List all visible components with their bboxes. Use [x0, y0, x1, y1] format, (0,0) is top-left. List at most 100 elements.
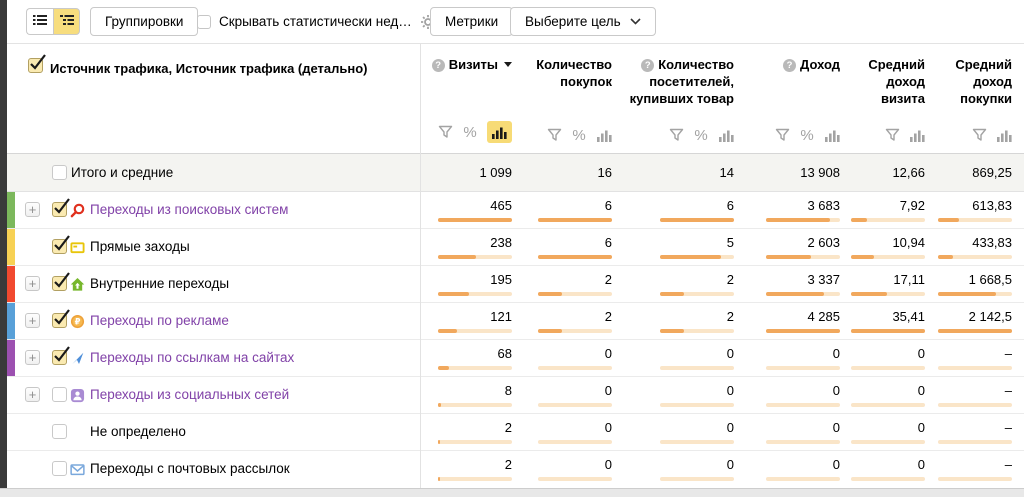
cell-bar-track	[851, 366, 925, 370]
column-header-3[interactable]: ? Доход	[750, 56, 840, 73]
cell-value: 2	[504, 457, 512, 472]
cell-bar-fill	[938, 218, 959, 222]
cell-value: 7,92	[899, 198, 925, 213]
cell-value: 3 337	[807, 272, 840, 287]
cell-value: 0	[604, 457, 612, 472]
bars-filter-icon[interactable]	[824, 127, 840, 143]
funnel-filter-icon[interactable]	[546, 127, 562, 143]
cell-value: 0	[604, 346, 612, 361]
bars-filter-icon[interactable]	[996, 127, 1012, 143]
funnel-filter-icon[interactable]	[971, 127, 987, 143]
column-header-4[interactable]: Средний доход визита	[853, 56, 925, 107]
row-color-stripe	[7, 340, 15, 376]
internal-icon	[70, 277, 85, 292]
hide-insignificant-checkbox[interactable]: Скрывать статистически нед…	[197, 0, 436, 43]
funnel-filter-icon[interactable]	[437, 124, 453, 140]
help-icon[interactable]: ?	[783, 59, 797, 72]
checkbox-box[interactable]	[197, 14, 211, 29]
table-row: Прямые заходы 238 6 5 2 603 10,94 433,83	[0, 229, 1024, 266]
bars-filter-icon[interactable]	[596, 127, 612, 143]
totals-value: 13 908	[800, 165, 840, 180]
funnel-filter-icon[interactable]	[668, 127, 684, 143]
row-label[interactable]: Переходы из социальных сетей	[90, 387, 290, 402]
row-checkbox[interactable]	[52, 309, 70, 328]
totals-checkbox[interactable]	[52, 165, 67, 180]
tree-view-icon	[59, 13, 74, 30]
cell-value: 465	[490, 198, 512, 213]
svg-text:₽: ₽	[75, 317, 81, 327]
cell-value: 0	[832, 383, 840, 398]
percent-filter-icon[interactable]: %	[800, 126, 814, 144]
totals-label: Итого и средние	[71, 165, 174, 180]
tree-view-button[interactable]	[53, 8, 80, 35]
select-all-checkbox[interactable]	[28, 54, 46, 73]
cell-value: 0	[604, 383, 612, 398]
help-icon[interactable]: ?	[641, 59, 655, 72]
row-checkbox[interactable]	[52, 235, 70, 254]
cell-value: 2	[726, 309, 734, 324]
expand-row-button[interactable]: +	[25, 350, 40, 365]
cell-bar-track	[851, 329, 925, 333]
funnel-filter-icon[interactable]	[774, 127, 790, 143]
metrics-button-label: Метрики	[445, 14, 499, 29]
cell-bar-track	[938, 329, 1012, 333]
funnel-filter-icon[interactable]	[884, 127, 900, 143]
table-body: + Переходы из поисковых систем 465 6 6 3 683 7…	[0, 192, 1024, 488]
mail-icon	[70, 462, 85, 477]
cell-value: –	[1004, 457, 1012, 472]
cell-value: 35,41	[892, 309, 925, 324]
cell-bar-fill	[438, 477, 440, 481]
cell-value: 6	[726, 198, 734, 213]
percent-filter-icon[interactable]: %	[463, 123, 477, 141]
cell-bar-track	[538, 218, 612, 222]
cell-bar-fill	[660, 292, 684, 296]
column-header-0[interactable]: ? Визиты	[422, 56, 512, 73]
row-color-stripe	[7, 192, 15, 228]
cell-bar-fill	[438, 218, 512, 222]
column-filters-0: %	[392, 121, 512, 143]
percent-filter-icon[interactable]: %	[572, 126, 586, 144]
row-checkbox[interactable]	[52, 424, 67, 439]
cell-bar-track	[766, 403, 840, 407]
bars-filter-icon[interactable]	[487, 121, 512, 143]
column-label: Средний доход визита	[868, 57, 925, 106]
list-view-button[interactable]	[26, 8, 53, 35]
row-checkbox[interactable]	[52, 198, 70, 217]
row-label[interactable]: Переходы по рекламе	[90, 313, 229, 328]
row-label[interactable]: Переходы из поисковых систем	[90, 202, 289, 217]
cell-bar-track	[660, 477, 734, 481]
cell-bar-fill	[766, 329, 840, 333]
column-header-5[interactable]: Средний доход покупки	[940, 56, 1012, 107]
groupings-button[interactable]: Группировки	[90, 7, 199, 36]
metrics-button[interactable]: Метрики	[430, 7, 514, 36]
expand-row-button[interactable]: +	[25, 387, 40, 402]
cell-bar-track	[538, 366, 612, 370]
expand-row-button[interactable]: +	[25, 202, 40, 217]
cell-value: 0	[917, 346, 925, 361]
cell-bar-fill	[766, 218, 830, 222]
expand-row-button[interactable]: +	[25, 313, 40, 328]
cell-value: 17,11	[893, 272, 925, 287]
goal-select[interactable]: Выберите цель	[510, 7, 656, 36]
cell-bar-track	[851, 218, 925, 222]
expand-row-button[interactable]: +	[25, 276, 40, 291]
bars-filter-icon[interactable]	[718, 127, 734, 143]
row-checkbox[interactable]	[52, 272, 70, 291]
cell-bar-track	[851, 292, 925, 296]
column-header-1[interactable]: Количество покупок	[516, 56, 612, 90]
cell-value: 1 668,5	[968, 272, 1012, 287]
column-header-2[interactable]: ? Количество посетителей, купивших товар	[620, 56, 734, 107]
row-checkbox[interactable]	[52, 346, 70, 365]
cell-value: 2	[604, 272, 612, 287]
row-color-stripe	[7, 229, 15, 265]
row-checkbox[interactable]	[52, 387, 67, 402]
bars-filter-icon[interactable]	[909, 127, 925, 143]
help-icon[interactable]: ?	[431, 59, 445, 72]
direct-icon	[70, 240, 85, 255]
row-checkbox[interactable]	[52, 461, 67, 476]
row-label[interactable]: Переходы по ссылкам на сайтах	[90, 350, 295, 365]
column-filters-5	[892, 127, 1012, 143]
percent-filter-icon[interactable]: %	[694, 126, 708, 144]
cell-bar-track	[938, 440, 1012, 444]
